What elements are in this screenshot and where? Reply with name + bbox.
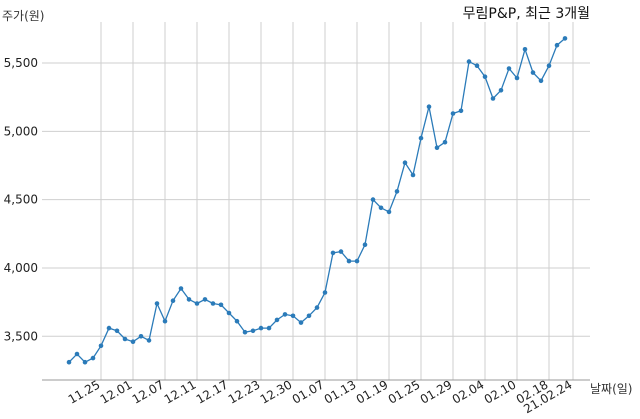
data-point bbox=[210, 301, 216, 306]
data-point bbox=[538, 78, 544, 84]
data-point bbox=[66, 359, 72, 365]
data-point bbox=[98, 343, 104, 349]
data-point bbox=[418, 135, 424, 141]
data-point bbox=[402, 160, 408, 165]
data-point bbox=[90, 355, 96, 361]
data-point bbox=[258, 325, 264, 331]
data-point bbox=[130, 339, 136, 345]
data-point bbox=[434, 145, 440, 150]
data-point bbox=[186, 297, 192, 302]
data-point bbox=[194, 301, 200, 306]
data-point bbox=[274, 317, 280, 323]
data-point bbox=[346, 258, 352, 264]
x-tick-label: 02.10 bbox=[482, 377, 519, 406]
x-tick-label: 02.04 bbox=[450, 377, 487, 406]
y-tick-label: 5,000 bbox=[4, 124, 38, 138]
data-point bbox=[330, 250, 336, 256]
y-tick-label: 5,500 bbox=[4, 56, 38, 70]
data-point bbox=[394, 189, 400, 194]
x-tick-label: 01.19 bbox=[354, 377, 391, 406]
data-point bbox=[146, 338, 152, 343]
data-point bbox=[178, 286, 184, 291]
x-tick-label: 12.11 bbox=[162, 377, 199, 406]
grid bbox=[42, 22, 590, 380]
data-point bbox=[74, 351, 80, 357]
data-point bbox=[226, 310, 232, 316]
y-tick-label: 3,500 bbox=[4, 329, 38, 343]
chart-title: 무림P&P, 최근 3개월 bbox=[463, 6, 590, 22]
data-point bbox=[338, 249, 344, 254]
data-points bbox=[66, 36, 568, 365]
x-axis-title: 날짜(일) bbox=[590, 382, 632, 396]
data-point bbox=[250, 328, 256, 334]
data-point bbox=[458, 108, 464, 114]
x-tick-label: 12.23 bbox=[226, 377, 263, 406]
data-point bbox=[506, 66, 512, 71]
data-point bbox=[530, 70, 536, 75]
data-point bbox=[290, 313, 296, 319]
data-point bbox=[162, 318, 168, 324]
data-point bbox=[522, 47, 528, 52]
data-point bbox=[378, 205, 384, 211]
data-point bbox=[498, 88, 504, 93]
series-line bbox=[68, 37, 566, 363]
data-point bbox=[106, 325, 112, 331]
data-point bbox=[122, 336, 128, 342]
x-tick-label: 01.25 bbox=[386, 377, 423, 406]
x-tick-label: 01.07 bbox=[290, 377, 327, 406]
data-point bbox=[242, 329, 248, 335]
data-point bbox=[562, 36, 568, 41]
data-point bbox=[282, 312, 288, 317]
y-axis-ticks: 3,500 4,000 4,500 5,000 5,500 bbox=[4, 56, 38, 343]
data-point bbox=[474, 63, 480, 68]
y-tick-label: 4,000 bbox=[4, 261, 38, 275]
x-tick-label: 12.17 bbox=[194, 377, 231, 406]
x-tick-label: 01.13 bbox=[322, 377, 359, 406]
x-tick-label: 12.07 bbox=[130, 377, 167, 406]
data-point bbox=[386, 209, 392, 215]
data-point bbox=[218, 302, 224, 308]
data-point bbox=[466, 59, 472, 64]
data-point bbox=[314, 305, 320, 310]
data-point bbox=[362, 242, 368, 247]
x-tick-label: 12.01 bbox=[98, 377, 135, 406]
data-point bbox=[410, 172, 416, 178]
y-axis-title: 주가(원) bbox=[2, 9, 44, 23]
data-point bbox=[490, 96, 496, 101]
data-point bbox=[426, 104, 432, 109]
x-axis-ticks: 11.2512.0112.0712.1112.1712.2312.3001.07… bbox=[66, 377, 575, 416]
data-point bbox=[234, 318, 240, 324]
data-point bbox=[354, 258, 360, 264]
data-point bbox=[514, 75, 520, 81]
data-point bbox=[154, 301, 160, 306]
x-tick-label: 11.25 bbox=[66, 377, 103, 406]
x-tick-label: 01.29 bbox=[418, 377, 455, 406]
data-point bbox=[82, 359, 88, 365]
data-point bbox=[546, 63, 552, 68]
y-tick-label: 4,500 bbox=[4, 193, 38, 207]
data-point bbox=[306, 313, 312, 319]
x-tick-label: 12.30 bbox=[258, 377, 295, 406]
data-point bbox=[442, 139, 448, 145]
data-point bbox=[450, 111, 456, 116]
data-point bbox=[370, 197, 376, 202]
data-point bbox=[138, 334, 144, 339]
data-point bbox=[482, 74, 488, 79]
data-point bbox=[554, 42, 560, 48]
data-point bbox=[114, 328, 120, 334]
data-point bbox=[202, 297, 208, 302]
data-point bbox=[266, 325, 272, 331]
data-point bbox=[298, 320, 304, 325]
data-point bbox=[322, 290, 328, 295]
data-point bbox=[170, 298, 176, 304]
